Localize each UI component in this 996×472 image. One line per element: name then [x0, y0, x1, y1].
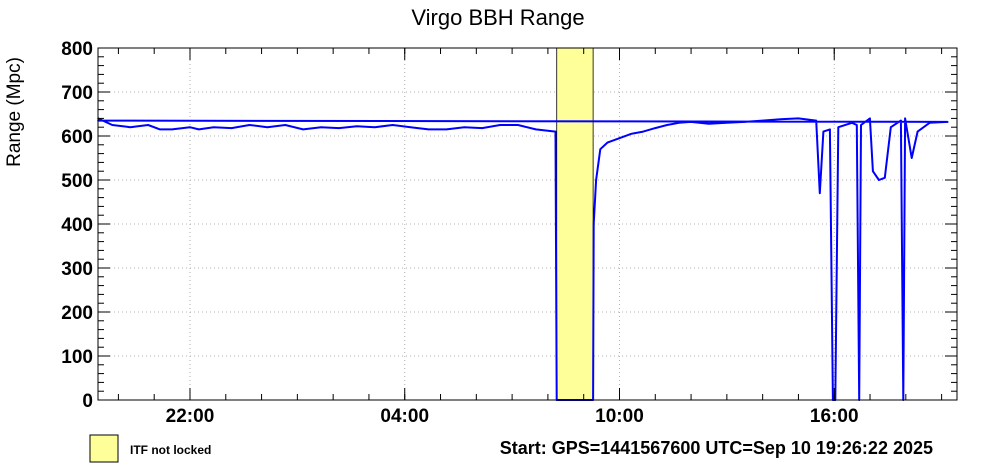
- data-point: [856, 124, 858, 126]
- data-point: [878, 179, 880, 181]
- data-point: [374, 126, 376, 128]
- data-point: [266, 126, 269, 128]
- data-point: [284, 124, 287, 126]
- legend-swatch: [89, 434, 119, 463]
- data-point: [630, 133, 633, 135]
- data-point: [606, 141, 609, 144]
- y-tick-label: 700: [61, 83, 93, 104]
- data-point: [797, 117, 800, 120]
- data-point: [819, 192, 821, 194]
- data-point: [779, 118, 782, 121]
- data-point: [409, 126, 412, 128]
- data-point: [946, 121, 949, 123]
- data-point: [910, 157, 913, 159]
- chart-title: Virgo BBH Range: [411, 5, 584, 30]
- data-point: [445, 128, 448, 131]
- data-point: [690, 121, 692, 123]
- data-point: [743, 121, 746, 123]
- data-point: [837, 126, 840, 128]
- data-point: [302, 128, 305, 131]
- series-line-0: [97, 117, 949, 401]
- y-tick-label: 100: [61, 347, 93, 368]
- data-point: [463, 126, 466, 128]
- data-point: [904, 117, 906, 120]
- data-point: [678, 122, 680, 124]
- grid: [98, 48, 957, 400]
- data-point: [338, 127, 340, 129]
- y-tick-label: 200: [61, 303, 93, 324]
- y-tick-label: 500: [61, 171, 93, 192]
- shaded-region-itf-not-locked: [556, 47, 594, 401]
- x-tick-label: 04:00: [380, 406, 429, 427]
- data-point: [248, 124, 251, 126]
- x-tick-label: 16:00: [810, 406, 859, 427]
- data-point: [427, 128, 430, 131]
- data-point: [391, 124, 394, 126]
- data-point: [642, 130, 644, 133]
- data-point: [815, 119, 817, 122]
- data-point: [517, 124, 519, 126]
- data-point: [159, 128, 161, 131]
- axis-ticks: [98, 47, 957, 401]
- data-point: [708, 122, 710, 125]
- shaded-regions: [556, 47, 594, 401]
- data-point: [900, 119, 902, 122]
- data-point: [872, 170, 874, 172]
- data-point: [356, 125, 358, 128]
- data-point: [761, 119, 764, 122]
- data-point: [129, 126, 131, 128]
- data-point: [320, 126, 322, 128]
- data-point: [890, 126, 892, 128]
- data-point: [111, 124, 114, 126]
- data-point: [212, 126, 215, 128]
- data-point: [822, 130, 825, 133]
- data-point: [725, 122, 728, 124]
- y-axis-label: Range (Mpc): [4, 57, 25, 167]
- data-point: [535, 128, 537, 131]
- data-point: [499, 124, 501, 126]
- series-layer: [97, 117, 949, 401]
- data-point: [916, 130, 919, 133]
- data-point: [171, 128, 173, 131]
- data-point: [618, 137, 621, 139]
- data-point: [481, 127, 484, 129]
- footer-start-time: Start: GPS=1441567600 UTC=Sep 10 19:26:2…: [500, 438, 933, 458]
- data-point: [928, 122, 931, 124]
- data-point: [829, 128, 831, 131]
- y-tick-label: 0: [82, 391, 93, 412]
- data-point: [851, 122, 853, 124]
- data-point: [198, 128, 200, 131]
- data-point: [860, 124, 862, 126]
- data-point: [230, 127, 233, 129]
- x-tick-label: 10:00: [595, 406, 644, 427]
- data-point: [554, 130, 557, 133]
- legend-label: ITF not locked: [130, 443, 211, 457]
- y-tick-label: 600: [61, 127, 93, 148]
- data-point: [147, 124, 149, 126]
- tick-labels: 0 100 200 300 400 500 600 700 800 22:00 04:00 10:00…: [61, 39, 858, 427]
- data-point: [869, 117, 871, 120]
- data-point: [189, 126, 191, 128]
- data-point: [599, 148, 602, 150]
- x-tick-label: 22:00: [166, 406, 215, 427]
- y-tick-label: 400: [61, 215, 93, 236]
- data-point: [884, 177, 886, 179]
- y-tick-label: 300: [61, 259, 93, 280]
- data-point: [592, 223, 595, 225]
- data-point: [595, 179, 597, 181]
- y-tick-label: 800: [61, 39, 93, 60]
- data-point: [654, 127, 656, 129]
- data-point: [666, 124, 668, 126]
